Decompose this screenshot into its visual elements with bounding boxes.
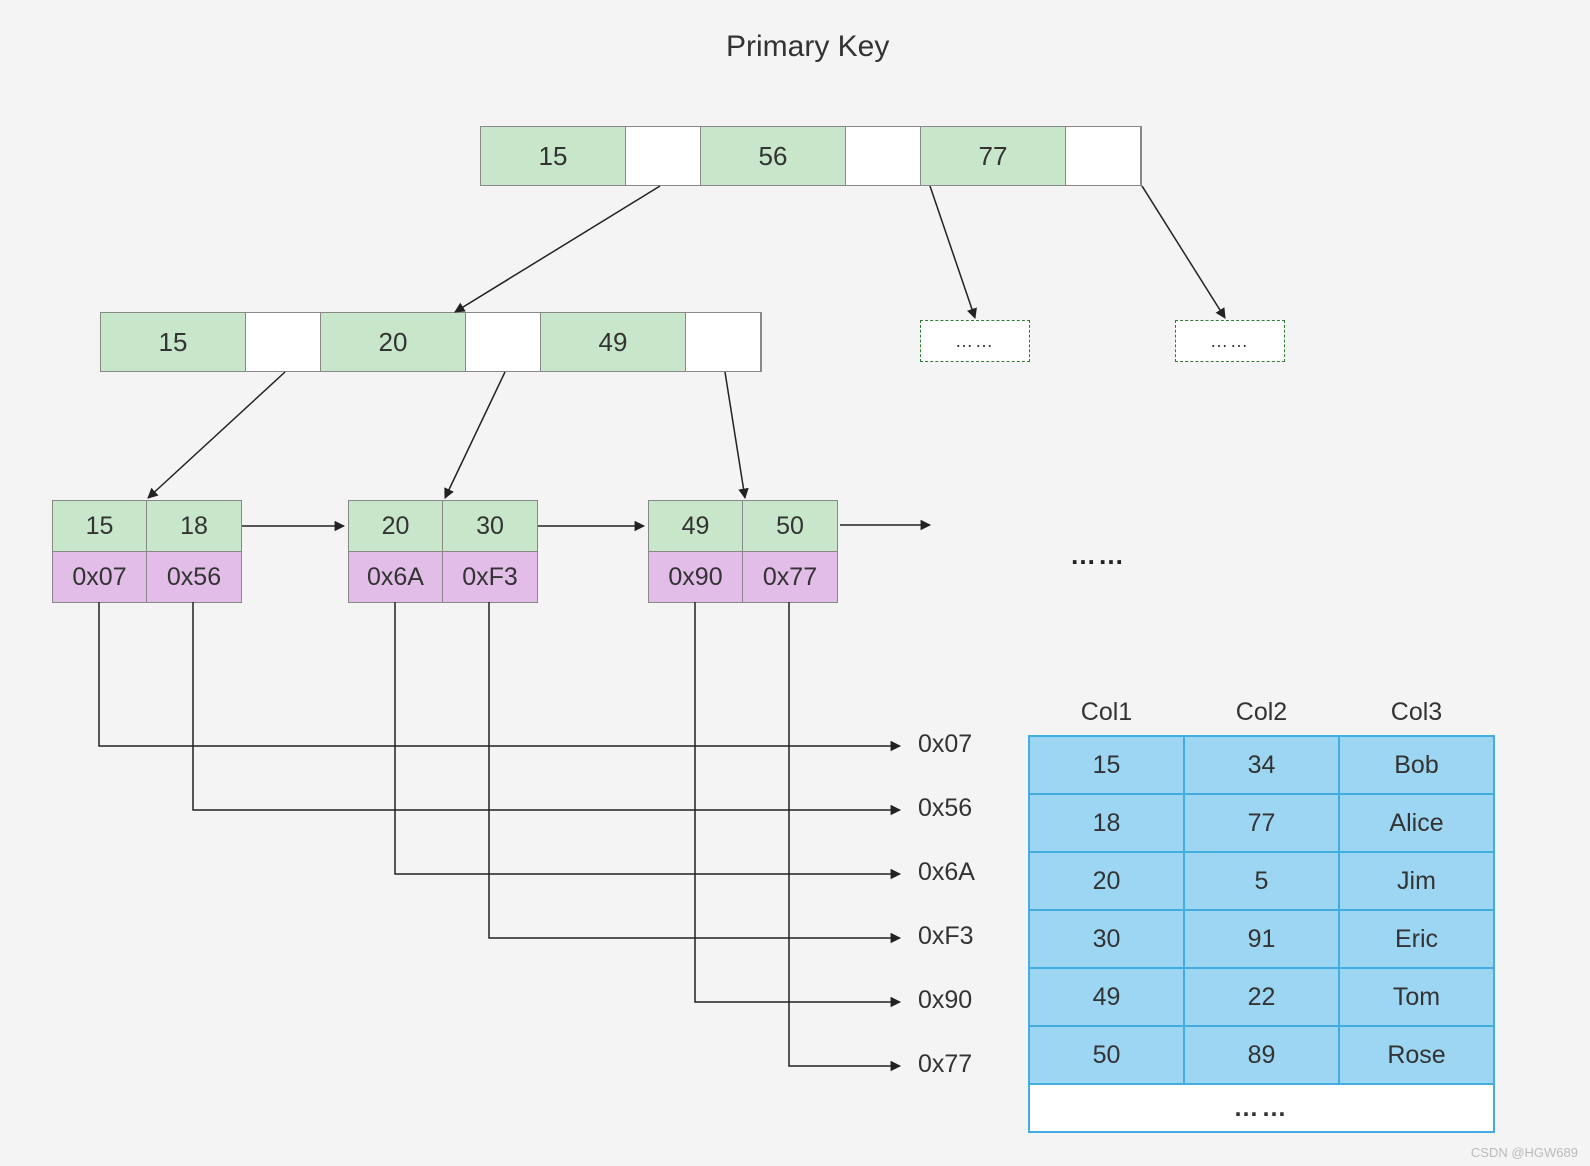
table-row: 3091Eric [1029,910,1494,968]
table-cell: 5 [1184,852,1339,910]
table-cell: 15 [1029,736,1184,794]
leaf-pointer: 0x07 [53,552,147,602]
table-cell: 77 [1184,794,1339,852]
leaf-node: 15180x070x56 [52,500,242,603]
table-cell: Eric [1339,910,1494,968]
leaf-node: 49500x900x77 [648,500,838,603]
pointer-cell [466,313,541,371]
table-cell: Tom [1339,968,1494,1026]
address-label: 0x77 [918,1050,972,1079]
key-cell: 20 [321,313,466,371]
pointer-cell [846,127,921,185]
key-cell: 77 [921,127,1066,185]
key-cell: 56 [701,127,846,185]
key-cell: 15 [101,313,246,371]
leaf-key: 50 [743,501,837,551]
leaf-pointer: 0xF3 [443,552,537,602]
table-row: 5089Rose [1029,1026,1494,1084]
data-table: Col1Col2Col31534Bob1877Alice205Jim3091Er… [1028,690,1495,1133]
address-label: 0x56 [918,794,972,823]
leaf-key: 15 [53,501,147,551]
leaf-node: 20300x6A0xF3 [348,500,538,603]
leaf-key: 49 [649,501,743,551]
table-header: Col2 [1184,690,1339,736]
root-node: 15 56 77 [480,126,1142,186]
leaf-pointer: 0x6A [349,552,443,602]
table-cell: 34 [1184,736,1339,794]
diagram-title: Primary Key [726,30,889,64]
watermark: CSDN @HGW689 [1471,1145,1578,1160]
leaf-pointer: 0x77 [743,552,837,602]
table-header: Col3 [1339,690,1494,736]
dotted-placeholder: …… [1175,320,1285,362]
table-cell: Jim [1339,852,1494,910]
pointer-cell [686,313,761,371]
key-cell: 15 [481,127,626,185]
table-cell: 30 [1029,910,1184,968]
table-row: 1877Alice [1029,794,1494,852]
table-ellipsis: …… [1029,1084,1494,1132]
table-cell: 49 [1029,968,1184,1026]
table-cell: 91 [1184,910,1339,968]
leaf-key: 18 [147,501,241,551]
mid-node: 15 20 49 [100,312,762,372]
table-row: 1534Bob [1029,736,1494,794]
table-header: Col1 [1029,690,1184,736]
table-cell: Alice [1339,794,1494,852]
table-cell: 89 [1184,1026,1339,1084]
table-cell: 50 [1029,1026,1184,1084]
pointer-cell [626,127,701,185]
table-cell: Rose [1339,1026,1494,1084]
table-cell: Bob [1339,736,1494,794]
table-cell: 20 [1029,852,1184,910]
pointer-cell [246,313,321,371]
leaf-pointer: 0x56 [147,552,241,602]
table-cell: 22 [1184,968,1339,1026]
dotted-placeholder: …… [920,320,1030,362]
address-label: 0x90 [918,986,972,1015]
address-label: 0x6A [918,858,975,887]
leaf-pointer: 0x90 [649,552,743,602]
leaf-key: 20 [349,501,443,551]
address-label: 0xF3 [918,922,974,951]
table-row: 205Jim [1029,852,1494,910]
ellipsis: …… [1070,540,1126,571]
table-cell: 18 [1029,794,1184,852]
address-label: 0x07 [918,730,972,759]
key-cell: 49 [541,313,686,371]
leaf-key: 30 [443,501,537,551]
table-row: 4922Tom [1029,968,1494,1026]
pointer-cell [1066,127,1141,185]
